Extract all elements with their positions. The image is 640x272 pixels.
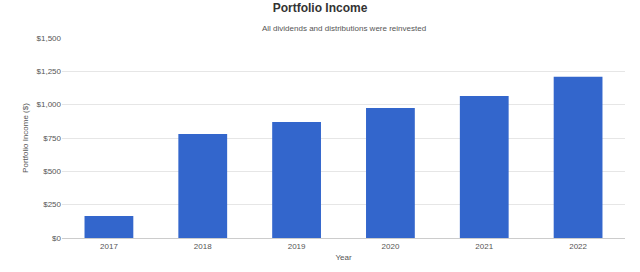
svg-text:All dividends and distribution: All dividends and distributions were rei…	[262, 24, 426, 33]
svg-text:2019: 2019	[288, 242, 306, 251]
svg-text:2018: 2018	[194, 242, 212, 251]
svg-text:$500: $500	[43, 167, 61, 176]
svg-text:$1,000: $1,000	[37, 100, 62, 109]
svg-text:$250: $250	[43, 200, 61, 209]
svg-text:Portfolio Income ($): Portfolio Income ($)	[21, 103, 30, 173]
svg-text:2017: 2017	[100, 242, 118, 251]
svg-text:Year: Year	[335, 253, 352, 262]
svg-text:Portfolio Income: Portfolio Income	[273, 1, 368, 15]
svg-text:$1,250: $1,250	[37, 67, 62, 76]
svg-text:2021: 2021	[475, 242, 493, 251]
svg-text:2020: 2020	[382, 242, 400, 251]
svg-text:$1,500: $1,500	[37, 34, 62, 43]
svg-text:$0: $0	[52, 234, 61, 243]
svg-text:$750: $750	[43, 134, 61, 143]
svg-text:2022: 2022	[569, 242, 587, 251]
